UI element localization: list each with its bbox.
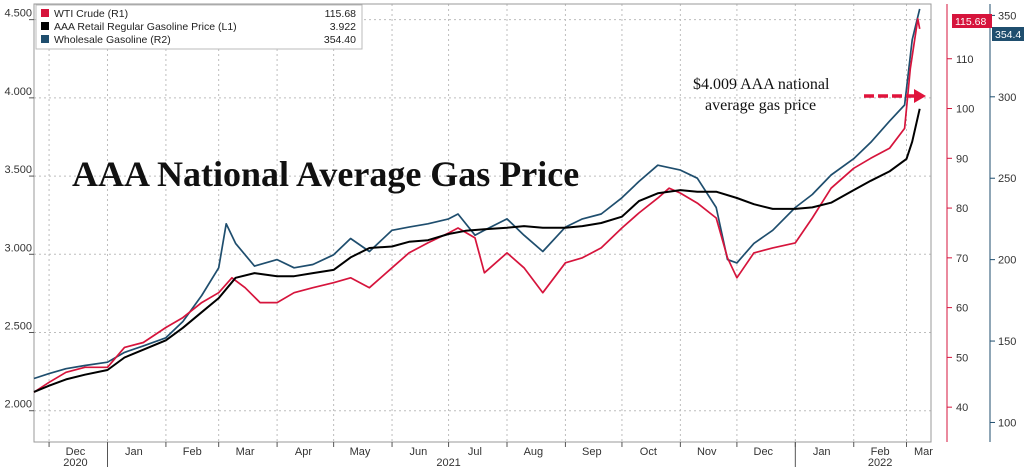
- x-month-label: Jan: [125, 446, 143, 458]
- legend-swatch: [41, 9, 49, 17]
- r2-tick-label: 150: [998, 336, 1016, 348]
- legend-box: [35, 4, 363, 50]
- annotation: $4.009 AAA national average gas price: [693, 76, 926, 114]
- r1-tick-label: 60: [956, 303, 968, 315]
- annotation-arrow-head: [914, 89, 926, 103]
- x-year-label: 2021: [436, 457, 460, 467]
- right-axis-2-ticks: 100 150 200 250 300 350: [989, 4, 1016, 442]
- left-tick-label: 4.500: [4, 8, 32, 20]
- r1-tick-label: 70: [956, 253, 968, 265]
- x-month-label: Dec: [754, 446, 774, 458]
- left-tick-label: 4.000: [4, 86, 32, 98]
- badge-bg: [952, 14, 992, 28]
- legend: WTI Crude (R1) 115.68 AAA Retail Regular G…: [35, 4, 363, 50]
- x-month-label: Mar: [236, 446, 255, 458]
- r1-tick-label: 100: [956, 104, 974, 116]
- r1-tick-label: 80: [956, 203, 968, 215]
- legend-label: WTI Crude (R1): [54, 8, 128, 20]
- x-axis-ticks: Dec Jan Feb Mar Apr May Jun Jul Aug Sep Oct Nov Dec J…: [48, 442, 933, 469]
- x-month-label: Dec: [66, 446, 86, 458]
- legend-label: AAA Retail Regular Gasoline Price (L1): [54, 21, 237, 33]
- last-value-badges: 115.68 354.4: [952, 14, 1024, 41]
- left-axis-ticks: 2.000 2.500 3.000 3.500 4.000 4.500: [4, 8, 34, 412]
- x-month-label: Aug: [524, 446, 544, 458]
- x-month-label: Sep: [582, 446, 602, 458]
- annotation-line-1: $4.009 AAA national: [693, 76, 830, 93]
- x-month-label: May: [350, 446, 371, 458]
- badge-value: 115.68: [955, 16, 986, 28]
- x-year-label: 2022: [868, 457, 892, 467]
- x-month-label: Nov: [697, 446, 717, 458]
- r1-tick-label: 50: [956, 352, 968, 364]
- badge-value: 354.4: [995, 29, 1021, 41]
- r2-tick-label: 300: [998, 92, 1016, 104]
- right-axis-1-ticks: 40 50 60 70 80 90 100 110: [946, 4, 974, 442]
- series-line-wti-crude-r1: [33, 18, 921, 393]
- x-year-label: 2020: [63, 457, 87, 467]
- left-tick-label: 2.000: [4, 399, 32, 411]
- left-tick-label: 3.000: [4, 242, 32, 254]
- x-month-label: Jul: [468, 446, 482, 458]
- r1-tick-label: 40: [956, 402, 968, 414]
- plot-frame: [33, 3, 932, 443]
- x-month-label: Jun: [410, 446, 428, 458]
- legend-value: 115.68: [325, 8, 356, 20]
- legend-swatch: [41, 22, 49, 30]
- series-line-aaa-retail-regular-gasoline-price-l1: [33, 108, 921, 393]
- r1-tick-label: 90: [956, 153, 968, 165]
- axes: [33, 3, 932, 443]
- badge-bg: [992, 27, 1024, 41]
- r1-tick-label: 110: [956, 54, 974, 66]
- legend-value: 354.40: [324, 34, 356, 46]
- r2-tick-label: 200: [998, 255, 1016, 267]
- x-month-label: Feb: [183, 446, 202, 458]
- legend-swatch: [41, 35, 49, 43]
- r2-tick-label: 250: [998, 173, 1016, 185]
- legend-value: 3.922: [330, 21, 356, 33]
- series-layer: [33, 8, 921, 393]
- r2-tick-label: 350: [998, 10, 1016, 22]
- x-month-label: Apr: [295, 446, 312, 458]
- x-month-label: Oct: [640, 446, 657, 458]
- x-month-label: Mar: [914, 446, 933, 458]
- legend-label: Wholesale Gasoline (R2): [54, 34, 171, 46]
- x-month-label: Feb: [871, 446, 890, 458]
- left-tick-label: 2.500: [4, 321, 32, 333]
- grid: [34, 4, 931, 442]
- annotation-line-2: average gas price: [705, 97, 816, 114]
- left-tick-label: 3.500: [4, 164, 32, 176]
- x-month-label: Jan: [813, 446, 831, 458]
- chart-title: AAA National Average Gas Price: [72, 154, 579, 194]
- series-line-wholesale-gasoline-r2: [33, 8, 921, 380]
- r2-tick-label: 100: [998, 417, 1016, 429]
